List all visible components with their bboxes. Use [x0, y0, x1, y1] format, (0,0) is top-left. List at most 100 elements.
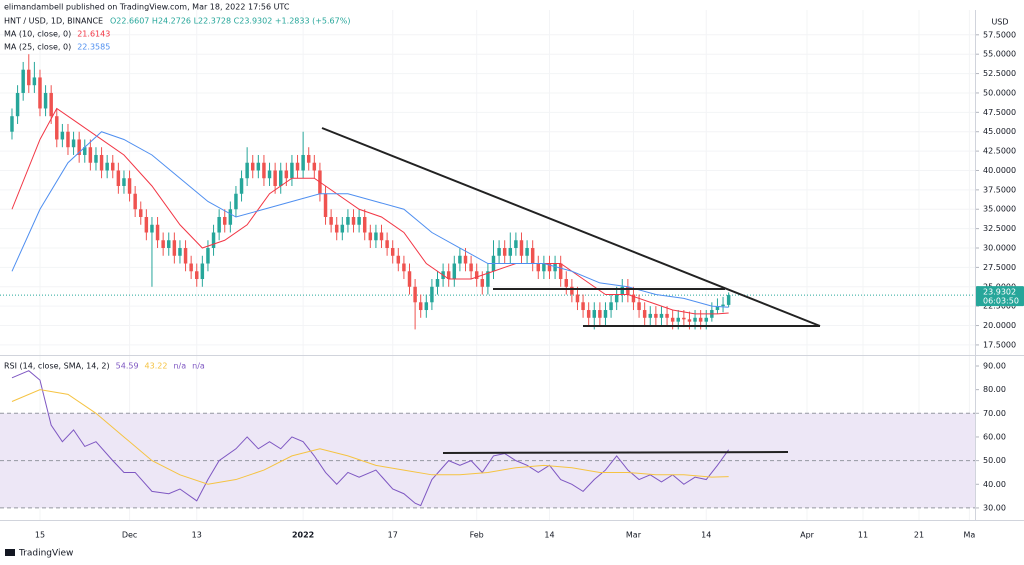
- x-tick-label: 15: [35, 531, 45, 540]
- candle-body: [295, 162, 300, 171]
- x-tick-label: 2022: [292, 531, 314, 540]
- candle-body: [228, 209, 233, 225]
- y-tick-label: 30.0000: [983, 244, 1016, 253]
- candle-body: [122, 178, 126, 186]
- candle-body: [642, 310, 647, 318]
- y-tick-label: 32.5000: [983, 224, 1016, 233]
- last-price-label: 23.9302: [983, 288, 1016, 297]
- candle-body: [155, 224, 160, 241]
- x-tick-label: 11: [858, 531, 868, 540]
- moving-average-line: [11, 131, 729, 308]
- indicator-value: 21.6143: [77, 30, 110, 39]
- candle-body: [726, 295, 731, 305]
- y-tick-label: 60.00: [983, 432, 1006, 441]
- candle-body: [575, 294, 580, 303]
- candle-body: [390, 248, 395, 256]
- x-tick-label: Apr: [800, 531, 815, 540]
- brand: TradingView: [5, 549, 73, 559]
- candle-body: [127, 178, 132, 194]
- candle-body: [514, 240, 518, 249]
- candle-body: [55, 116, 59, 140]
- brand-logo: [5, 549, 15, 556]
- candle-body: [88, 147, 93, 163]
- candle-body: [446, 271, 451, 280]
- candle-body: [497, 248, 501, 256]
- y-tick-label: 20.0000: [983, 321, 1016, 330]
- candle-body: [284, 170, 289, 179]
- candle-body: [536, 263, 541, 272]
- rsi-line: [11, 370, 730, 507]
- candle-body: [105, 162, 109, 171]
- candle-body: [172, 240, 177, 256]
- candle-body: [66, 131, 70, 148]
- candle-body: [592, 310, 597, 318]
- indicator-name: MA (25, close, 0): [4, 43, 71, 52]
- candle-body: [357, 217, 361, 225]
- candle-body: [60, 131, 65, 140]
- trendline: [442, 451, 789, 454]
- candle-body: [715, 306, 720, 311]
- candle-body: [256, 162, 261, 171]
- candle-body: [413, 286, 417, 303]
- candle-body: [83, 147, 87, 155]
- y-tick-label: 50.0000: [983, 88, 1016, 97]
- y-tick-label: 27.5000: [983, 263, 1016, 272]
- candle-body: [323, 193, 328, 217]
- candle-body: [116, 170, 121, 186]
- candle-body: [659, 313, 664, 318]
- y-tick-label: 50.00: [983, 456, 1006, 465]
- rsi-line: [11, 389, 729, 485]
- candle-body: [133, 193, 137, 210]
- candle-body: [586, 310, 591, 318]
- candle-body: [278, 170, 283, 186]
- candle-body: [558, 263, 563, 280]
- candle-body: [385, 240, 389, 249]
- labels-layer: 17.500020.000022.500025.000027.500030.00…: [4, 17, 1024, 540]
- x-tick-label: 13: [192, 531, 202, 540]
- indicator-value: 54.59: [116, 362, 139, 371]
- y-tick-label: 70.00: [983, 409, 1006, 418]
- candle-body: [637, 302, 641, 311]
- candle-body: [301, 154, 305, 171]
- candle-body: [200, 263, 205, 280]
- candle-body: [519, 240, 524, 256]
- candle-body: [676, 317, 680, 322]
- candle-body: [486, 271, 490, 287]
- candle-body: [626, 286, 630, 295]
- countdown: 06:03:50: [983, 297, 1019, 306]
- x-tick-label: Feb: [470, 531, 484, 540]
- candle-body: [43, 92, 48, 109]
- x-tick-label: Dec: [122, 531, 137, 540]
- moving-average-line: [11, 107, 729, 315]
- indicator-value: n/a: [192, 362, 205, 371]
- candle-body: [374, 232, 378, 241]
- indicator-value: n/a: [173, 362, 186, 371]
- y-tick-label: 42.5000: [983, 147, 1016, 156]
- candle-body: [418, 302, 423, 311]
- indicator-value: 43.22: [145, 362, 168, 371]
- y-tick-label: 30.00: [983, 503, 1006, 512]
- candle-body: [609, 302, 613, 311]
- candle-body: [379, 232, 384, 241]
- candle-body: [474, 271, 479, 280]
- candle-body: [614, 294, 619, 303]
- candle-body: [687, 319, 692, 322]
- candle-body: [362, 217, 367, 233]
- x-tick-label: Ma: [963, 531, 975, 540]
- candle-body: [435, 279, 440, 287]
- candle-body: [502, 248, 507, 256]
- candle-body: [262, 162, 266, 179]
- candle-body: [71, 139, 76, 148]
- candle-body: [195, 271, 199, 280]
- candle-body: [251, 162, 255, 171]
- indicator-value: 22.3585: [77, 43, 110, 52]
- candle-body: [698, 317, 703, 322]
- x-tick-label: 17: [388, 531, 398, 540]
- y-tick-label: 55.0000: [983, 50, 1016, 59]
- candle-body: [139, 209, 143, 217]
- candle-body: [480, 279, 485, 287]
- candle-body: [407, 271, 412, 287]
- candle-body: [654, 313, 658, 318]
- x-tick-label: 14: [701, 531, 711, 540]
